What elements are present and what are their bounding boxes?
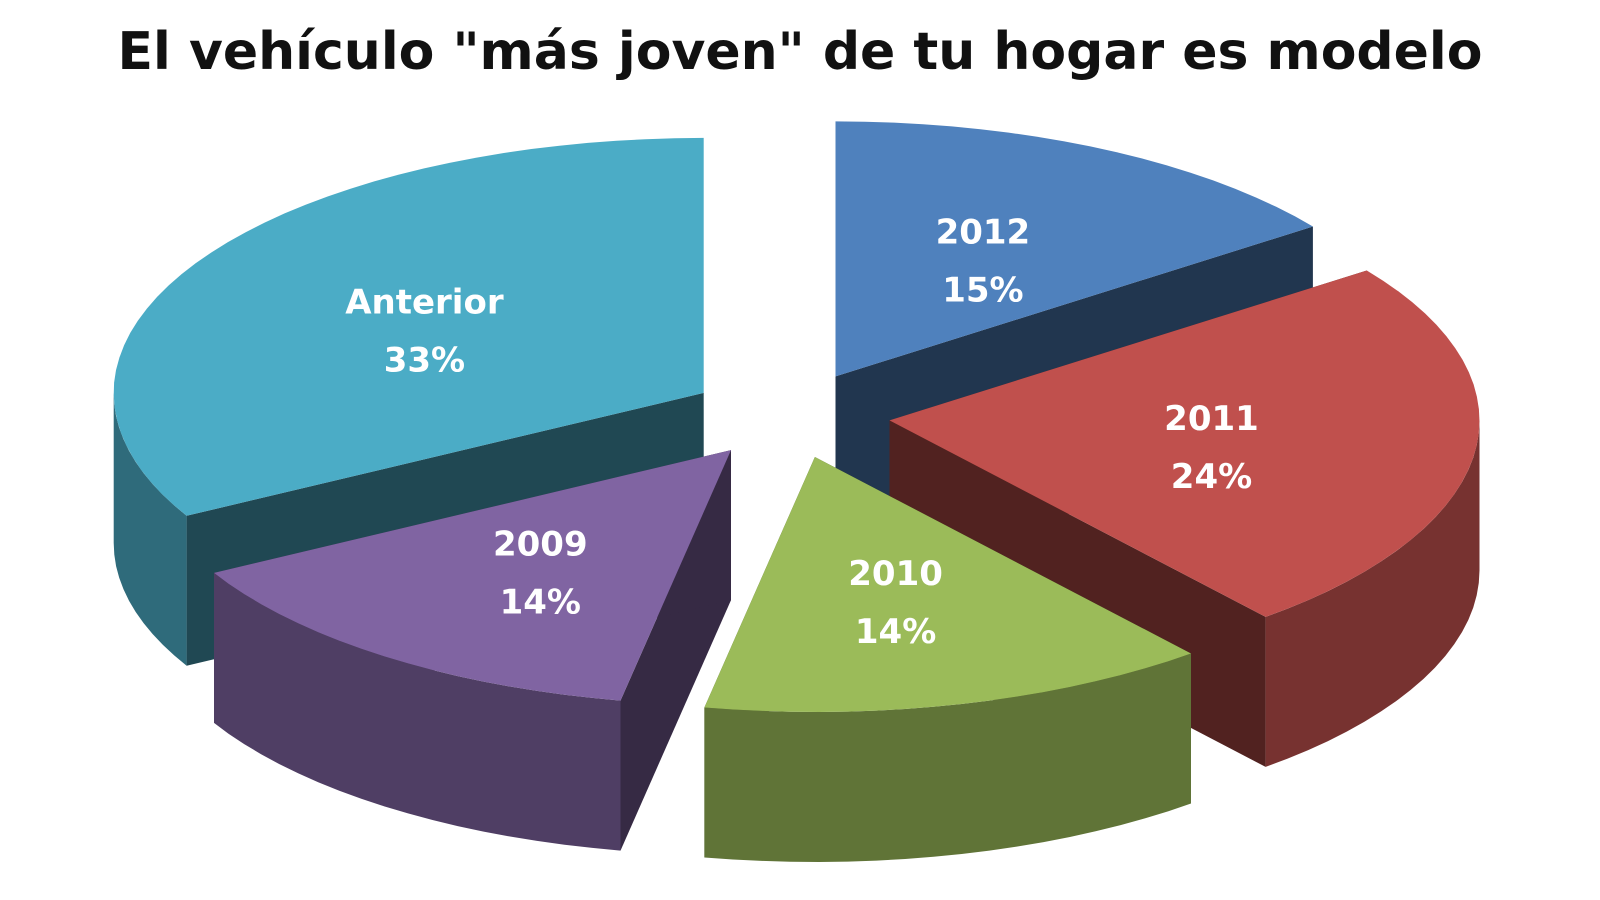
slice-2012-value-label: 15% [942, 270, 1023, 310]
slice-anterior-value-label: 33% [384, 341, 465, 381]
slice-anterior-category-label: Anterior [345, 283, 504, 323]
slice-2009-value-label: 14% [500, 583, 581, 623]
slice-2010-top [704, 457, 1191, 712]
chart-title: El vehículo "más joven" de tu hogar es m… [117, 22, 1483, 82]
slice-2012-top [835, 121, 1313, 377]
slice-2009-category-label: 2009 [493, 525, 588, 565]
slice-2009-outer-wall [214, 572, 621, 851]
slice-2010-category-label: 2010 [848, 554, 943, 594]
slice-anterior-outer-wall [113, 392, 187, 666]
slice-tops [113, 121, 1480, 712]
slice-2011-outer-wall [1265, 420, 1480, 767]
slice-2011-value-label: 24% [1171, 457, 1252, 497]
slice-labels: 2012 15% Anterior 33% 2011 24% 2009 14% 2010 14% [345, 212, 1259, 651]
slice-2009-top [214, 450, 731, 701]
slice-2010-outer-wall [704, 653, 1191, 862]
slice-anterior-top [113, 137, 704, 516]
slice-2010-value-label: 14% [855, 612, 936, 652]
slice-2012-category-label: 2012 [936, 212, 1031, 252]
slice-2011-top [889, 270, 1480, 617]
slice-2011-category-label: 2011 [1164, 399, 1259, 439]
